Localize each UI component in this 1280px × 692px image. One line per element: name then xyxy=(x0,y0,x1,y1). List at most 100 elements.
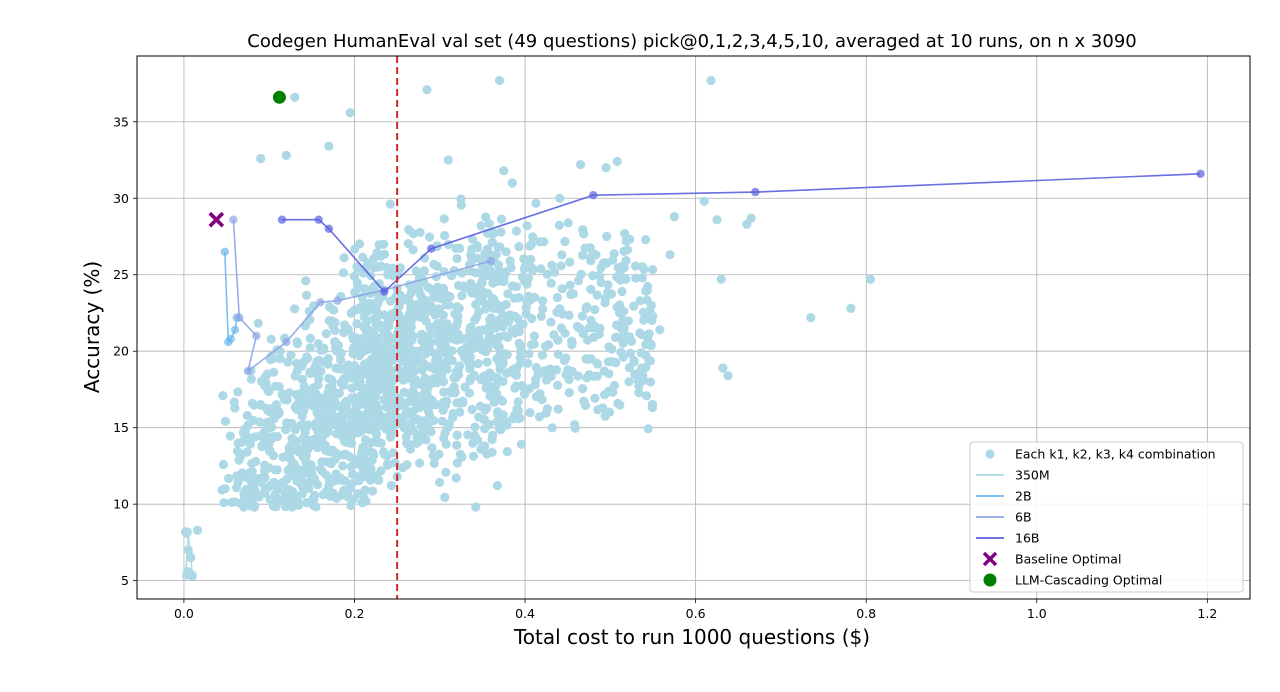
scatter-point xyxy=(460,382,470,392)
scatter-point xyxy=(488,293,498,303)
scatter-point xyxy=(247,481,257,491)
scatter-point xyxy=(412,357,422,367)
scatter-point xyxy=(599,366,609,376)
x-tick-label: 0.6 xyxy=(686,606,706,621)
scatter-point xyxy=(353,428,363,438)
scatter-point xyxy=(607,344,617,354)
scatter-point xyxy=(505,256,515,266)
scatter-point xyxy=(391,373,401,383)
scatter-point xyxy=(635,328,645,338)
scatter-point xyxy=(474,326,484,336)
scatter-point xyxy=(372,306,382,316)
legend-swatch-bigdot xyxy=(983,573,997,587)
scatter-point xyxy=(514,242,524,252)
scatter-point xyxy=(218,391,228,401)
scatter-point xyxy=(612,156,622,167)
scatter-point xyxy=(325,415,335,426)
scatter-point xyxy=(234,449,245,459)
legend-swatch-dot xyxy=(985,449,995,459)
scatter-point xyxy=(516,439,527,449)
scatter-point xyxy=(547,423,557,433)
scatter-point xyxy=(524,349,534,359)
scatter-point xyxy=(495,364,505,374)
scatter-point xyxy=(544,340,554,350)
scatter-point xyxy=(249,400,259,410)
scatter-point xyxy=(581,303,591,314)
scatter-point xyxy=(615,400,625,410)
scatter-point xyxy=(556,323,567,333)
scatter-point xyxy=(621,256,631,266)
scatter-point xyxy=(415,227,425,237)
scatter-point xyxy=(339,253,349,263)
scatter-point xyxy=(452,302,462,312)
scatter-point xyxy=(487,237,497,247)
scatter-point xyxy=(557,284,567,294)
scatter-point xyxy=(435,477,445,487)
scatter-point xyxy=(484,338,495,348)
scatter-point xyxy=(358,268,368,278)
scatter-point xyxy=(260,381,270,391)
scatter-point xyxy=(372,313,382,323)
scatter-point xyxy=(361,435,371,445)
scatter-point xyxy=(363,358,374,368)
scatter-point xyxy=(303,479,313,489)
x-tick-label: 0.8 xyxy=(856,606,876,621)
scatter-point xyxy=(624,377,634,387)
scatter-point xyxy=(305,343,315,353)
scatter-point xyxy=(328,445,338,455)
scatter-point xyxy=(249,502,259,512)
scatter-point xyxy=(610,332,621,343)
scatter-point xyxy=(362,316,372,326)
legend-label: Each k1, k2, k3, k4 combination xyxy=(1015,447,1216,462)
scatter-point xyxy=(489,228,499,238)
scatter-point xyxy=(499,311,509,321)
scatter-point xyxy=(434,331,444,341)
scatter-point xyxy=(257,442,267,452)
scatter-point xyxy=(292,389,302,399)
scatter-point xyxy=(331,472,341,482)
scatter-point xyxy=(372,437,382,447)
scatter-point xyxy=(643,424,653,434)
scatter-point xyxy=(419,313,429,323)
scatter-point xyxy=(503,289,513,299)
x-tick-label: 1.2 xyxy=(1197,606,1217,621)
scatter-point xyxy=(428,416,439,426)
scatter-point xyxy=(500,349,510,359)
scatter-point xyxy=(284,418,294,429)
scatter-point xyxy=(359,284,369,294)
scatter-point xyxy=(377,322,387,332)
scatter-point xyxy=(638,364,648,374)
scatter-point xyxy=(531,362,542,373)
scatter-point xyxy=(338,461,348,471)
series-point-16b xyxy=(314,215,323,224)
scatter-point xyxy=(267,433,277,443)
scatter-point xyxy=(457,268,467,278)
scatter-point xyxy=(443,155,453,165)
scatter-point xyxy=(439,214,449,224)
scatter-point xyxy=(317,457,327,467)
scatter-point xyxy=(495,242,505,252)
scatter-point xyxy=(400,352,410,362)
scatter-point xyxy=(269,367,279,377)
series-point-350m xyxy=(181,571,190,581)
scatter-point xyxy=(266,334,276,344)
chart-title: Codegen HumanEval val set (49 questions)… xyxy=(247,31,1136,52)
scatter-point xyxy=(608,387,618,397)
scatter-point xyxy=(452,458,462,468)
scatter-point xyxy=(382,263,392,273)
scatter-point xyxy=(352,376,362,386)
scatter-point xyxy=(313,427,323,437)
y-tick-label: 25 xyxy=(113,267,129,282)
scatter-point xyxy=(440,231,450,241)
scatter-point xyxy=(579,396,589,406)
scatter-point xyxy=(588,271,598,281)
scatter-point xyxy=(471,502,481,512)
scatter-point xyxy=(496,227,506,237)
scatter-point xyxy=(475,401,485,411)
scatter-point xyxy=(386,481,396,491)
scatter-point xyxy=(251,489,261,500)
scatter-point xyxy=(525,241,535,251)
scatter-point xyxy=(590,305,600,315)
scatter-point xyxy=(487,382,498,393)
scatter-point xyxy=(376,466,386,476)
